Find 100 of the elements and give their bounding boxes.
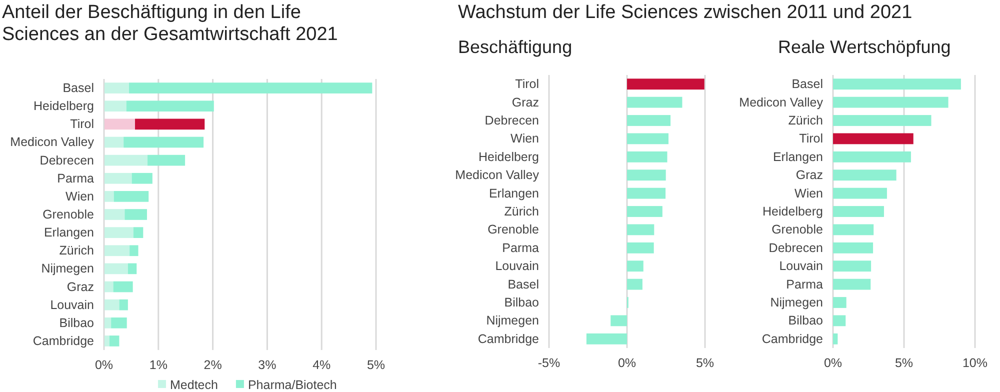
bar	[627, 151, 668, 162]
bar	[833, 78, 961, 90]
y-tick-label: Wien	[66, 189, 94, 204]
y-tick-label: Louvain	[779, 259, 824, 274]
y-tick-label: Graz	[512, 95, 539, 110]
bar	[627, 133, 668, 144]
y-tick-label: Nijmegen	[486, 314, 540, 328]
y-tick-label: Erlangen	[772, 150, 824, 164]
bar	[104, 299, 120, 310]
y-tick-label: Medicon Valley	[455, 168, 540, 182]
x-tick-label: -5%	[538, 356, 560, 370]
bar	[135, 118, 205, 130]
bar	[104, 82, 130, 94]
chart-subtitle: Reale Wertschöpfung	[778, 37, 951, 57]
bar	[833, 206, 884, 217]
y-tick-label: Debrecen	[768, 240, 824, 255]
x-tick-label: 4%	[312, 358, 331, 372]
bar	[109, 336, 120, 346]
bar	[104, 336, 110, 346]
y-tick-label: Cambridge	[762, 332, 824, 346]
y-tick-label: Parma	[502, 240, 540, 255]
y-tick-label: Debrecen	[40, 153, 94, 168]
y-tick-label: Grenoble	[488, 222, 540, 237]
bar	[627, 224, 654, 236]
y-tick-label: Graz	[796, 168, 823, 182]
bar	[627, 260, 644, 272]
y-tick-label: Tirol	[799, 132, 823, 146]
y-tick-label: Zürich	[788, 114, 824, 128]
bar	[104, 100, 126, 112]
y-tick-label: Heidelberg	[34, 99, 94, 114]
y-tick-label: Louvain	[495, 259, 540, 274]
y-tick-label: Basel	[792, 77, 823, 92]
bar	[833, 188, 887, 199]
bar	[833, 170, 896, 181]
x-tick-label: 10%	[962, 356, 988, 370]
x-tick-label: 3%	[258, 358, 276, 372]
y-tick-label: Bilbao	[504, 296, 540, 310]
y-tick-label: Debrecen	[484, 114, 540, 128]
y-tick-label: Wien	[510, 132, 540, 146]
y-tick-label: Parma	[786, 277, 824, 292]
y-tick-label: Heidelberg	[478, 150, 540, 164]
y-tick-label: Louvain	[50, 298, 94, 312]
x-tick-label: 0%	[618, 356, 636, 370]
x-tick-label: 2%	[204, 358, 222, 372]
y-tick-label: Zürich	[59, 244, 94, 258]
legend-label: Medtech	[170, 378, 218, 392]
y-tick-label: Graz	[66, 280, 94, 294]
y-tick-label: Erlangen	[488, 186, 540, 200]
x-tick-label: 0%	[94, 358, 114, 372]
bar	[104, 191, 114, 202]
bar	[124, 209, 147, 220]
bar	[833, 242, 874, 254]
bar	[111, 317, 127, 328]
y-tick-label: Basel	[62, 81, 94, 96]
bar	[627, 170, 666, 181]
bar	[124, 136, 204, 148]
bar	[104, 118, 136, 130]
bar	[104, 227, 134, 238]
chart-title: Anteil der Beschäftigung in den Life Sciences an der Gesamtwirtschaft 2021	[2, 2, 338, 45]
bar	[833, 115, 932, 126]
bar	[104, 154, 148, 166]
bar	[126, 100, 214, 112]
x-tick-label: 5%	[366, 358, 386, 372]
chart-title: Wachstum der Life Sciences zwischen 2011 und 2021	[458, 2, 912, 23]
bar	[148, 154, 186, 166]
y-tick-label: Grenoble	[42, 208, 94, 222]
bar	[129, 82, 372, 94]
y-tick-label: Medicon Valley	[10, 135, 95, 150]
bar	[833, 96, 948, 108]
y-tick-label: Wien	[794, 186, 824, 200]
y-tick-label: Nijmegen	[770, 296, 824, 310]
y-tick-label: Cambridge	[32, 334, 94, 348]
bar	[627, 96, 682, 108]
bar	[833, 151, 911, 162]
bar	[114, 191, 149, 202]
y-tick-label: Cambridge	[478, 332, 540, 346]
bar	[833, 333, 838, 344]
bar	[833, 297, 846, 308]
legend-label: Pharma/Biotech	[248, 378, 337, 392]
y-tick-label: Tirol	[70, 117, 94, 132]
x-tick-label: 5%	[696, 356, 714, 370]
bar	[104, 209, 125, 220]
bar	[133, 227, 144, 238]
bar	[130, 245, 138, 256]
bar	[104, 245, 130, 256]
bar	[627, 78, 704, 90]
bar	[104, 317, 112, 328]
bar	[128, 263, 137, 274]
bar	[586, 333, 627, 344]
bar	[119, 299, 128, 310]
bar	[113, 281, 133, 292]
bar	[104, 263, 128, 274]
y-tick-label: Basel	[508, 277, 539, 292]
y-tick-label: Bilbao	[788, 314, 824, 328]
bar	[627, 115, 671, 126]
bar	[833, 224, 874, 236]
x-tick-label: 1%	[149, 358, 168, 372]
x-tick-label: 0%	[824, 356, 842, 370]
y-tick-label: Nijmegen	[41, 262, 94, 276]
y-tick-label: Erlangen	[44, 226, 94, 240]
